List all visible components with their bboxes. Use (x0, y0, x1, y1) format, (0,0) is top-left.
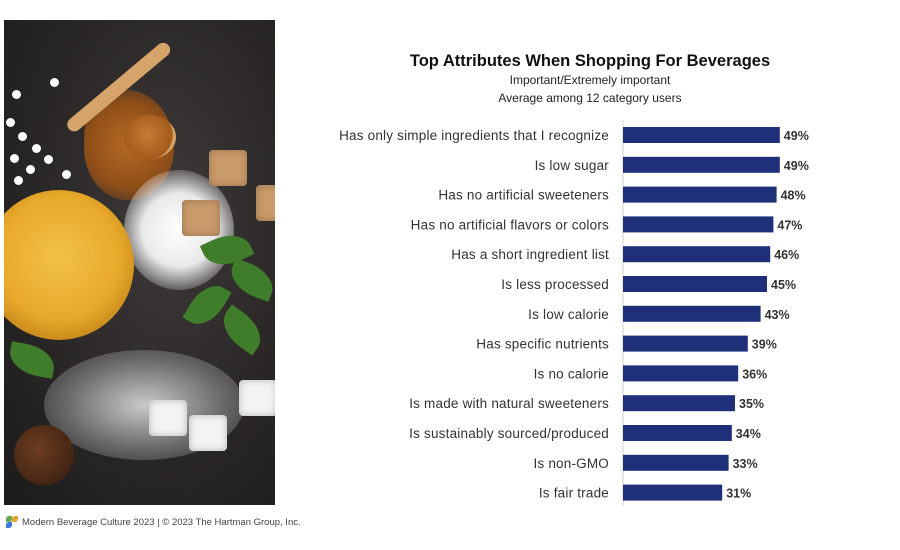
sweetener-tablet (18, 132, 27, 141)
bar (623, 127, 780, 143)
wooden-spoon (124, 115, 176, 159)
value-label: 33% (733, 457, 758, 471)
bar (623, 216, 774, 233)
category-label: Is no calorie (534, 366, 609, 381)
category-label: Is non-GMO (533, 456, 609, 471)
bar (623, 276, 767, 292)
white-sugar-cube (149, 400, 187, 436)
category-label: Is low sugar (535, 158, 610, 173)
sweetener-tablet (26, 165, 35, 174)
bar (623, 365, 739, 382)
category-label: Is low calorie (528, 307, 609, 322)
value-label: 35% (739, 397, 764, 411)
category-label: Is sustainably sourced/produced (409, 426, 609, 441)
category-label: Has a short ingredient list (451, 247, 609, 262)
bar (623, 305, 761, 322)
value-label: 31% (726, 487, 751, 501)
sweetener-tablet (50, 78, 59, 87)
sweetener-tablet (10, 154, 19, 163)
bar (623, 246, 771, 263)
value-label: 36% (742, 367, 767, 381)
value-label: 46% (774, 248, 799, 262)
sweetener-tablet (6, 118, 15, 127)
white-sugar-cube (239, 380, 275, 416)
value-label: 43% (765, 308, 790, 322)
bar (623, 186, 777, 203)
category-label: Is less processed (501, 277, 609, 292)
chart-subtitle-line-2: Average among 12 category users (498, 91, 682, 105)
honey-bowl (4, 190, 134, 340)
value-label: 39% (752, 338, 777, 352)
white-sugar-cube (189, 415, 227, 451)
sugar-cube (209, 150, 247, 186)
sweetener-tablet (32, 144, 41, 153)
value-label: 34% (736, 427, 761, 441)
sugar-cube (182, 200, 220, 236)
category-label: Has only simple ingredients that I recog… (339, 128, 609, 143)
sweetener-tablet (62, 170, 71, 179)
bar (623, 335, 748, 352)
category-label: Has no artificial flavors or colors (411, 217, 609, 232)
beverage-ingredients-photo (4, 20, 275, 505)
bar (623, 454, 729, 471)
bar (623, 395, 735, 412)
chart-subtitle-line-1: Important/Extremely important (509, 73, 671, 87)
sweetener-tablet (44, 155, 53, 164)
category-label: Has specific nutrients (476, 337, 609, 352)
footer: Modern Beverage Culture 2023 | © 2023 Th… (6, 516, 301, 528)
bar (623, 425, 732, 441)
hartman-logo-icon (6, 516, 18, 528)
value-label: 48% (781, 189, 806, 203)
value-label: 47% (777, 218, 802, 232)
chart-title: Top Attributes When Shopping For Beverag… (409, 52, 771, 70)
value-label: 49% (784, 129, 809, 143)
category-label: Is fair trade (539, 486, 609, 501)
footer-text: Modern Beverage Culture 2023 | © 2023 Th… (22, 516, 301, 528)
bar (623, 156, 780, 173)
nut (14, 425, 74, 485)
category-label: Has no artificial sweeteners (438, 188, 609, 203)
value-label: 45% (771, 278, 796, 292)
sugar-cube (256, 185, 275, 221)
sweetener-tablet (14, 176, 23, 185)
sweetener-tablet (12, 90, 21, 99)
value-label: 49% (784, 159, 809, 173)
bar (623, 484, 723, 501)
category-label: Is made with natural sweeteners (409, 396, 609, 411)
